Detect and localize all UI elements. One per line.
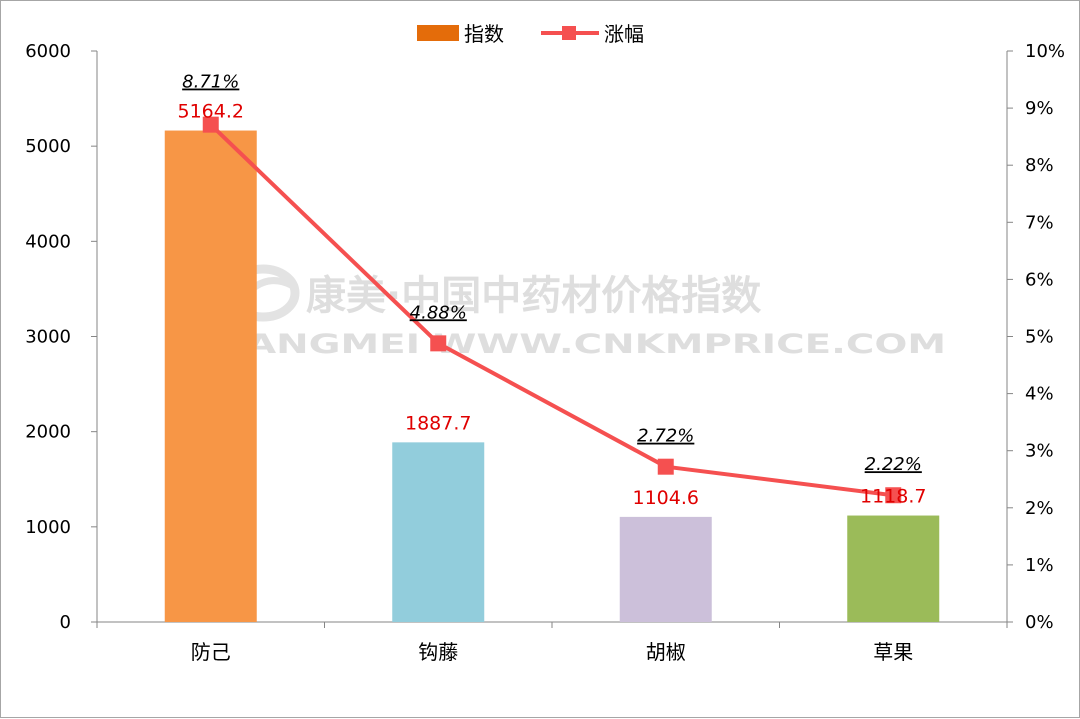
line-point bbox=[885, 487, 902, 504]
watermark-url: KANGMEI WWW.CNKMPRICE.COM bbox=[216, 329, 946, 360]
x-tick-label: 钩藤 bbox=[418, 640, 458, 664]
x-tick-label: 防己 bbox=[191, 640, 231, 664]
bar bbox=[619, 516, 712, 622]
x-tick-label: 胡椒 bbox=[646, 640, 686, 664]
y-right-tick-label: 3% bbox=[1025, 441, 1054, 462]
legend-bar-swatch bbox=[417, 25, 459, 41]
bar bbox=[164, 130, 257, 623]
line-value-label: 2.22% bbox=[865, 454, 922, 475]
y-left-tick-label: 3000 bbox=[25, 327, 71, 348]
axes: 0 1000 2000 3000 4000 5000 6000 0% 1% 2% 3% 4% 5% 6% 7… bbox=[25, 41, 1065, 664]
bars bbox=[164, 130, 940, 623]
y-right-tick-label: 4% bbox=[1025, 384, 1054, 405]
y-right-tick-label: 1% bbox=[1025, 555, 1054, 576]
bar-value-label: 1887.7 bbox=[405, 412, 471, 434]
watermark: 康美·中国中药材价格指数 KANGMEI WWW.CNKMPRICE.COM bbox=[216, 264, 946, 360]
line-point bbox=[657, 458, 674, 475]
line-value-label: 8.71% bbox=[182, 72, 239, 93]
line-point bbox=[202, 116, 219, 133]
y-right-tick-label: 10% bbox=[1025, 41, 1065, 62]
y-left-tick-label: 1000 bbox=[25, 517, 71, 538]
line-point bbox=[430, 335, 447, 352]
line-value-label: 4.88% bbox=[410, 302, 467, 323]
y-right-tick-label: 2% bbox=[1025, 498, 1054, 519]
y-left-tick-label: 2000 bbox=[25, 422, 71, 443]
legend-bar-label: 指数 bbox=[464, 22, 504, 46]
watermark-title: 康美·中国中药材价格指数 bbox=[306, 273, 761, 319]
y-right-tick-label: 5% bbox=[1025, 327, 1054, 348]
data-labels: 5164.2 1887.7 1104.6 1118.7 8.71% 4.88% 2.72% 2… bbox=[178, 72, 927, 509]
bar-value-label: 1104.6 bbox=[633, 487, 699, 509]
y-right-tick-label: 6% bbox=[1025, 269, 1054, 290]
legend-line-marker bbox=[562, 26, 576, 40]
line-series bbox=[202, 116, 902, 504]
y-left-tick-label: 0 bbox=[60, 612, 71, 633]
y-left-tick-label: 5000 bbox=[25, 136, 71, 157]
y-right-tick-label: 0% bbox=[1025, 612, 1054, 633]
line-path bbox=[209, 123, 894, 498]
line-value-label: 2.72% bbox=[637, 426, 694, 447]
y-left-tick-label: 6000 bbox=[25, 41, 71, 62]
y-right-tick-label: 9% bbox=[1025, 98, 1054, 119]
y-right-tick-label: 8% bbox=[1025, 155, 1054, 176]
y-right-tick-label: 7% bbox=[1025, 212, 1054, 233]
legend: 指数 涨幅 bbox=[417, 22, 644, 46]
bar-value-label: 1118.7 bbox=[860, 486, 926, 508]
legend-line-label: 涨幅 bbox=[604, 22, 644, 46]
bar bbox=[392, 442, 485, 622]
y-left-tick-label: 4000 bbox=[25, 231, 71, 252]
bar bbox=[847, 515, 940, 622]
bar-value-label: 5164.2 bbox=[178, 101, 244, 123]
x-tick-label: 草果 bbox=[873, 640, 913, 664]
